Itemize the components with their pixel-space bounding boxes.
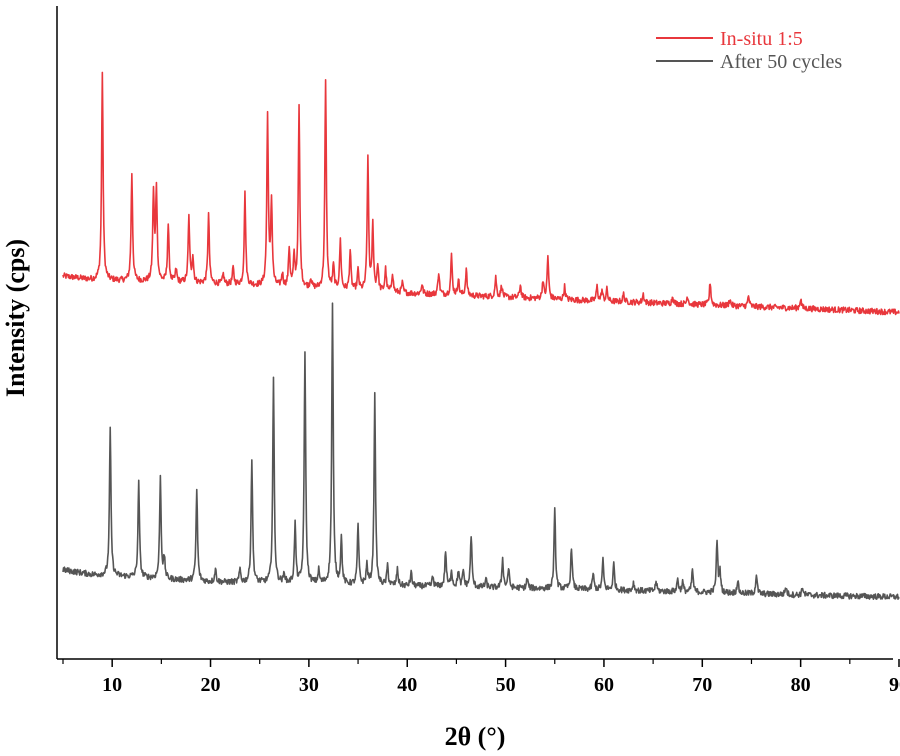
x-tick-label-80: 80	[791, 674, 811, 696]
x-ticks: 10 20 30 40 50 60 70 80 90	[102, 659, 900, 696]
x-tick-label-70: 70	[692, 674, 712, 696]
x-tick-label-60: 60	[594, 674, 614, 696]
legend-label-series-1: In-situ 1:5	[720, 28, 803, 50]
x-tick-label-10: 10	[102, 674, 122, 696]
x-tick-label-90: 90	[889, 674, 900, 696]
legend-item-series-1: In-situ 1:5	[656, 28, 803, 50]
x-minor-ticks	[62, 659, 851, 664]
plot-area: 10 20 30 40 50 60 70 80 90	[56, 6, 900, 696]
x-tick-label-20: 20	[201, 674, 221, 696]
series-line-2	[62, 302, 900, 600]
x-tick-label-50: 50	[496, 674, 516, 696]
x-axis-title: 2θ (°)	[445, 722, 506, 751]
x-tick-label-40: 40	[397, 674, 417, 696]
series-lines	[62, 71, 900, 600]
series-line-1	[62, 71, 900, 316]
x-tick-label-30: 30	[299, 674, 319, 696]
legend-label-series-2: After 50 cycles	[720, 51, 842, 73]
legend: In-situ 1:5 After 50 cycles	[656, 28, 842, 73]
legend-item-series-2: After 50 cycles	[656, 51, 842, 73]
y-axis-title: Intensity (cps)	[1, 239, 30, 397]
